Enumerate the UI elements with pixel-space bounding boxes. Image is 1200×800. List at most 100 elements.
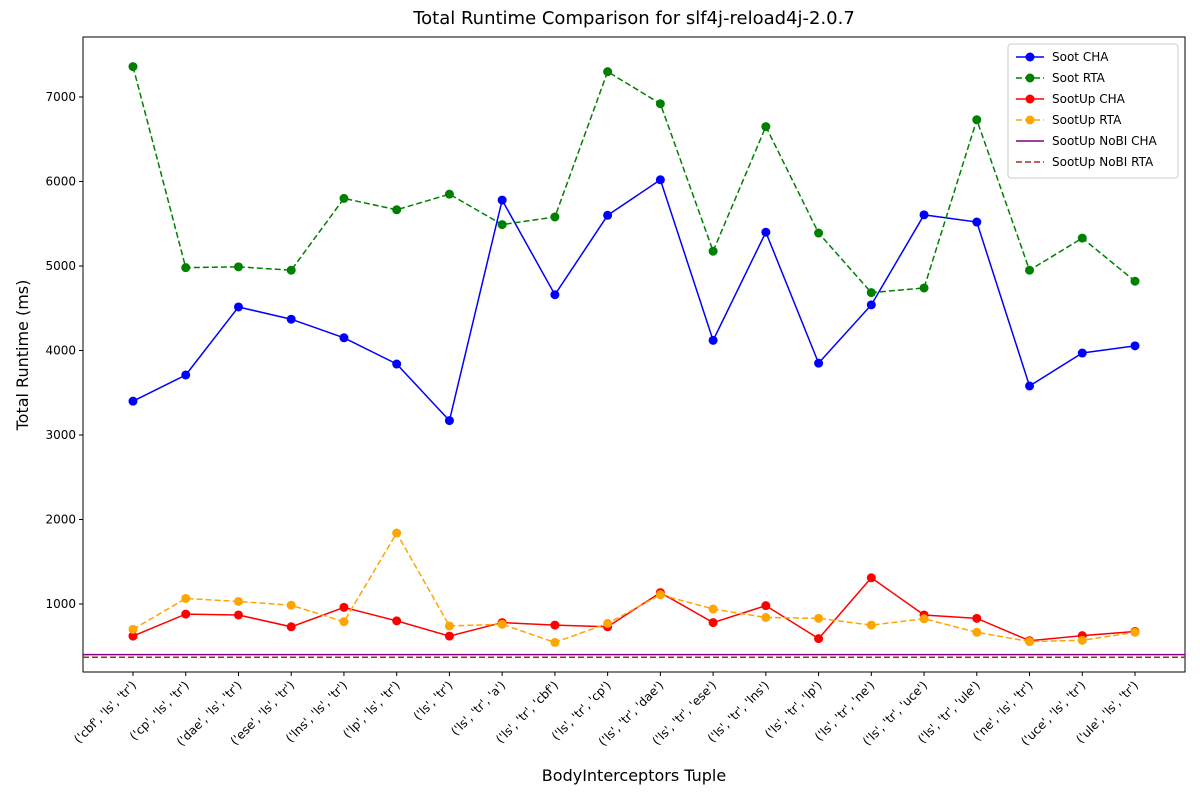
series-line [132, 66, 1136, 294]
point [550, 620, 560, 630]
point [655, 99, 665, 109]
point [761, 122, 771, 132]
point [497, 220, 507, 230]
point [814, 613, 824, 623]
chart-title: Total Runtime Comparison for slf4j-reloa… [412, 8, 855, 29]
point [233, 596, 243, 606]
series-line [132, 178, 1136, 423]
point [708, 604, 718, 614]
point [972, 613, 982, 623]
point [233, 302, 243, 312]
point [286, 622, 296, 632]
point [392, 528, 402, 538]
point [814, 634, 824, 644]
point [603, 210, 613, 220]
point [339, 617, 349, 627]
point [128, 396, 138, 406]
point [972, 115, 982, 125]
legend-label: Soot RTA [1052, 71, 1106, 85]
point [286, 314, 296, 324]
x-axis-label: BodyInterceptors Tuple [542, 766, 726, 785]
y-tick-label: 6000 [45, 174, 76, 188]
y-tick-label: 1000 [45, 597, 76, 611]
legend-label: SootUp NoBI RTA [1052, 155, 1154, 169]
point [1077, 635, 1087, 645]
y-tick-label: 4000 [45, 343, 76, 357]
point [550, 637, 560, 647]
point [761, 612, 771, 622]
point [550, 212, 560, 222]
point [497, 619, 507, 629]
y-axis-label: Total Runtime (ms) [13, 280, 32, 432]
point [444, 621, 454, 631]
point [761, 227, 771, 237]
point [1130, 627, 1140, 637]
point [128, 631, 138, 641]
point [550, 290, 560, 300]
point [1025, 381, 1035, 391]
point [497, 195, 507, 205]
point [866, 620, 876, 630]
point [814, 358, 824, 368]
point [128, 624, 138, 634]
legend-marker [1025, 115, 1035, 125]
point [866, 288, 876, 298]
point [708, 246, 718, 256]
point [603, 67, 613, 77]
point [655, 590, 665, 600]
point [814, 228, 824, 238]
point [1025, 265, 1035, 275]
y-tick-label: 3000 [45, 428, 76, 442]
point [339, 333, 349, 343]
legend-label: SootUp CHA [1052, 92, 1126, 106]
point [866, 300, 876, 310]
y-tick-label: 5000 [45, 259, 76, 273]
point [444, 416, 454, 426]
point [919, 210, 929, 220]
point [339, 602, 349, 612]
point [392, 359, 402, 369]
point [286, 600, 296, 610]
point [761, 601, 771, 611]
point [233, 262, 243, 272]
point [1025, 637, 1035, 647]
legend-label: SootUp NoBI CHA [1052, 134, 1158, 148]
series-line [132, 531, 1136, 644]
legend-label: Soot CHA [1052, 50, 1109, 64]
point [181, 593, 191, 603]
point [392, 205, 402, 215]
point [339, 193, 349, 203]
point [128, 62, 138, 72]
legend-marker [1025, 94, 1035, 104]
point [1130, 341, 1140, 351]
point [181, 609, 191, 619]
point [1077, 233, 1087, 243]
point [233, 610, 243, 620]
point [655, 175, 665, 185]
point [1130, 276, 1140, 286]
point [866, 573, 876, 583]
point [708, 618, 718, 628]
point [392, 616, 402, 626]
point [181, 263, 191, 273]
legend-marker [1025, 52, 1035, 62]
point [1077, 348, 1087, 358]
point [286, 265, 296, 275]
plot-frame [82, 36, 1186, 673]
legend-label: SootUp RTA [1052, 113, 1122, 127]
point [603, 618, 613, 628]
legend-box [1007, 43, 1179, 179]
point [708, 335, 718, 345]
point [444, 189, 454, 199]
point [181, 370, 191, 380]
point [972, 627, 982, 637]
y-tick-label: 2000 [45, 512, 76, 526]
legend-marker [1025, 73, 1035, 83]
point [919, 614, 929, 624]
point [444, 631, 454, 641]
point [972, 217, 982, 227]
y-tick-label: 7000 [45, 90, 76, 104]
point [919, 283, 929, 293]
